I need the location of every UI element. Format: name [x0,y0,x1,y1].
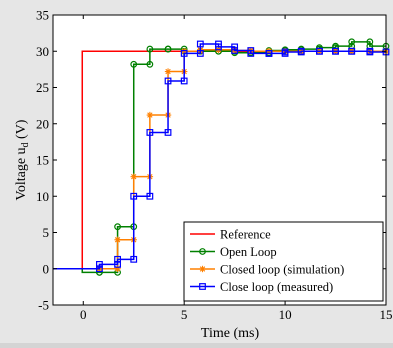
series-layer [53,38,390,276]
data-point [146,60,154,68]
data-point [146,45,154,53]
data-point [316,47,323,55]
y-tick-label: -5 [38,298,49,313]
x-tick-label: 15 [380,307,393,322]
data-point [332,47,339,55]
y-tick-label: 35 [36,8,49,23]
data-point [297,47,305,55]
x-axis-label: Time (ms) [201,326,260,341]
y-tick-label: 30 [36,44,49,59]
legend-marker [199,248,206,255]
data-point [114,236,121,243]
data-point [130,173,137,180]
data-point [231,47,239,54]
legend-label: Closed loop (simulation) [220,263,344,277]
legend-label: Close loop (measured) [220,280,333,294]
legend: Reference Open Loop Closed loop (simulatio… [183,221,384,302]
y-axis-label-main: Voltage u [14,147,29,200]
data-point [96,265,103,273]
data-point [164,68,172,75]
y-tick-label: 10 [36,189,49,204]
legend-label: Open Loop [220,245,277,259]
data-point [180,50,188,57]
data-point [231,43,239,51]
data-point [265,50,273,57]
y-tick-label: 0 [43,261,50,276]
tick-layer: 0 5 10 15 -5 0 5 10 15 20 25 30 35 [36,8,393,323]
data-point [366,48,374,56]
y-tick-label: 20 [36,116,49,131]
data-point [247,50,255,57]
data-point [215,43,222,51]
y-axis-label-unit: (V) [14,119,29,142]
data-point [180,77,188,85]
data-point [114,255,121,263]
data-point [146,192,154,200]
data-point [366,38,374,46]
y-tick-label: 5 [43,225,50,240]
data-point [146,129,154,136]
data-point [348,47,356,55]
x-tick-label: 10 [279,307,292,322]
legend-label: Reference [220,228,271,242]
legend-marker [199,265,206,273]
data-point [164,45,172,53]
data-point [196,50,204,57]
x-tick-label: 5 [181,307,188,322]
y-tick-label: 25 [36,80,49,95]
data-point [96,261,103,268]
data-point [130,255,138,263]
y-axis-label-subscript: d [20,142,31,147]
data-point [164,129,172,136]
data-point [114,223,121,231]
data-point [130,192,138,200]
y-tick-label: 15 [36,153,49,168]
data-point [130,60,138,68]
data-point [348,38,356,46]
data-point [164,77,172,85]
data-point [281,48,289,56]
x-tick-label: 0 [80,307,87,322]
series-3 [53,40,390,273]
legend-box [183,221,384,302]
data-point [146,111,154,119]
legend-marker [199,283,206,290]
y-axis-label: Voltage ud (V) [14,119,31,200]
data-point [196,40,204,48]
